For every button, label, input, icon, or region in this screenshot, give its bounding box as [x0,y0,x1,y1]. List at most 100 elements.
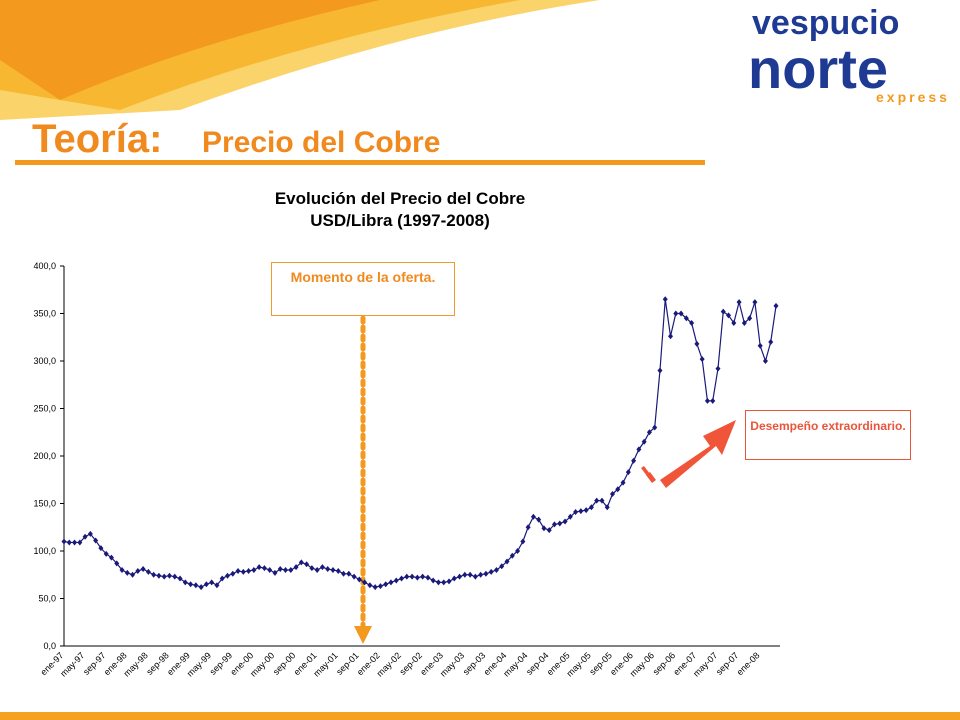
data-point [304,561,310,568]
trend-arrow [641,420,736,488]
data-point [599,497,605,504]
data-point [140,566,146,573]
data-point [536,516,542,523]
data-point [77,539,83,546]
data-point [641,438,647,445]
data-point [240,568,246,575]
data-point [425,574,431,581]
data-point [462,571,468,578]
data-point [515,548,521,554]
data-point [103,550,109,557]
data-point [135,567,141,574]
data-point [520,538,526,545]
data-point [472,573,478,580]
data-point [504,558,510,565]
data-point [478,571,484,578]
data-point [267,567,273,573]
data-point [694,340,700,347]
data-point [124,569,130,576]
data-point [335,567,341,574]
data-point [246,567,252,574]
data-point [668,333,674,340]
x-tick-label: ene-08 [735,650,762,677]
data-point [72,539,78,546]
y-tick-label: 200,0 [33,451,56,461]
data-point [87,530,93,537]
data-point [82,533,88,540]
data-point [557,520,563,527]
data-point [351,573,357,580]
logo-top: vespucio [752,4,899,42]
data-point [610,491,616,497]
data-point [188,581,194,588]
data-point [736,299,742,306]
data-point [488,568,494,575]
title-underline [15,160,705,165]
data-point [414,574,420,581]
data-point [615,486,621,493]
data-point [525,524,531,531]
data-point [166,572,172,579]
data-point [509,552,515,559]
data-point [145,568,151,575]
data-point [235,567,241,574]
data-point [493,567,499,573]
data-point [446,578,452,585]
data-point [224,572,230,579]
logo-sub: express [876,89,950,105]
y-tick-label: 0,0 [43,641,56,651]
data-point [652,424,658,431]
data-point [119,567,125,573]
data-point [114,560,120,567]
pointer-arrow [354,626,372,644]
data-point [757,342,763,349]
data-point [298,559,304,566]
data-point [256,564,262,571]
y-tick-label: 350,0 [33,309,56,319]
data-point [678,310,684,317]
data-point [293,564,299,571]
data-point [741,320,747,326]
data-point [467,571,473,578]
data-point [594,497,600,504]
data-point [356,576,362,583]
slide-title-lead: Teoría: [32,117,162,161]
annotation-box: Desempeño extraordinario. [745,410,911,460]
data-point [209,579,215,586]
data-point [710,397,716,404]
data-point [546,527,552,534]
data-point [567,513,573,520]
data-point [399,575,405,582]
data-point [130,571,136,578]
data-point [578,508,584,515]
data-point [388,579,394,586]
data-point [773,302,779,309]
data-point [93,537,99,544]
data-point [704,397,710,404]
data-point [251,567,257,573]
data-point [768,339,774,345]
data-point [314,567,320,573]
data-point [193,582,199,589]
data-point [604,504,610,511]
data-point [530,513,536,520]
data-point [283,567,289,573]
data-point [182,579,188,586]
data-point [457,573,463,580]
data-point [319,564,325,571]
data-point [441,579,447,586]
data-point [752,299,758,306]
data-point [631,457,637,464]
decoration [0,0,380,100]
data-point [61,538,67,545]
data-point [731,320,737,326]
data-point [66,539,72,546]
data-point [362,579,368,586]
y-tick-label: 400,0 [33,261,56,271]
data-point [372,584,378,591]
data-point [377,583,383,590]
annotation-box: Momento de la oferta. [271,262,455,316]
data-point [309,565,315,572]
